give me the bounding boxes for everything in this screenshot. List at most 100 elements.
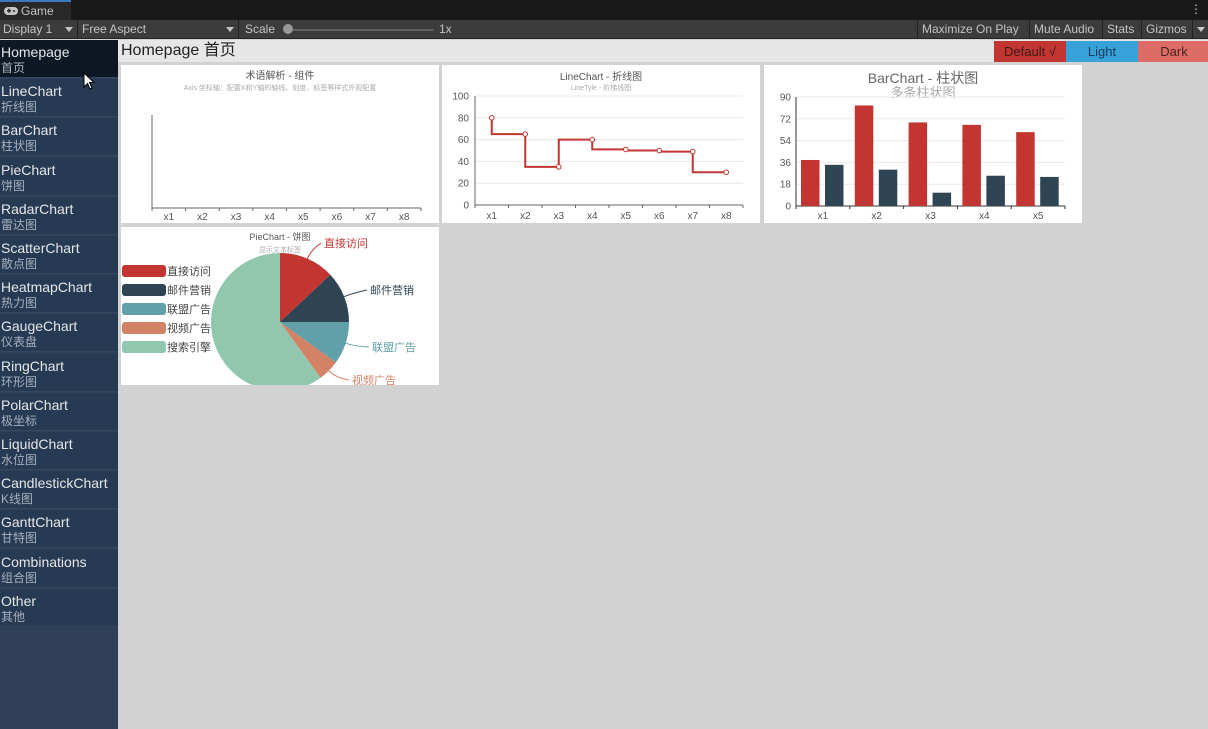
sidebar-item-sublabel: 饼图 xyxy=(1,178,26,193)
sidebar-item-polarchart[interactable]: PolarChart 极坐标 xyxy=(0,392,118,431)
svg-text:x6: x6 xyxy=(332,212,343,223)
sidebar-item-ringchart[interactable]: RingChart 环形图 xyxy=(0,353,118,392)
sidebar-nav: Homepage 首页 LineChart 折线图 BarChart 柱状图 PieChar… xyxy=(0,40,118,729)
sidebar-item-label: HeatmapChart xyxy=(1,279,93,296)
scale-slider-track[interactable] xyxy=(288,29,434,31)
sidebar-item-linechart[interactable]: LineChart 折线图 xyxy=(0,79,118,118)
sidebar-item-sublabel: 甘特图 xyxy=(1,531,38,546)
sidebar-item-candlestickchart[interactable]: CandlestickChart K线图 xyxy=(0,471,118,510)
gizmos-dropdown[interactable] xyxy=(1192,20,1208,39)
sidebar-item-sublabel: 环形图 xyxy=(1,374,38,389)
svg-text:x3: x3 xyxy=(553,211,564,222)
sidebar-item-barchart[interactable]: BarChart 柱状图 xyxy=(0,118,118,157)
sidebar-item-label: RadarChart xyxy=(1,200,74,217)
aspect-label: Free Aspect xyxy=(82,22,147,36)
display-label: Display 1 xyxy=(3,22,53,36)
tab-game-label: Game xyxy=(21,4,54,18)
sidebar-item-sublabel: K线图 xyxy=(1,492,34,507)
pie-chart-card[interactable]: PieChart - 饼图 显示文本标签 直接访问 邮件营销 联盟广告 视频广告 直接访… xyxy=(121,227,439,385)
sidebar-item-label: GanttChart xyxy=(1,514,70,531)
svg-text:x1: x1 xyxy=(164,212,175,223)
scale-value: 1x xyxy=(439,22,452,36)
sidebar-item-ganttchart[interactable]: GanttChart 甘特图 xyxy=(0,510,118,549)
svg-text:90: 90 xyxy=(780,93,792,104)
bar-chart-card[interactable]: BarChart - 柱状图 多条柱状图 0 18 36 54 72 90 x1 x2 x3 x4… xyxy=(764,65,1082,223)
gizmos-toggle[interactable]: Gizmos xyxy=(1141,20,1191,39)
sidebar-item-other[interactable]: Other 其他 xyxy=(0,588,118,627)
card-title: LineChart - 折线图 xyxy=(559,72,643,83)
sidebar-item-label: PolarChart xyxy=(1,396,68,413)
sidebar-item-sublabel: 热力图 xyxy=(1,296,38,311)
svg-text:直接访问: 直接访问 xyxy=(324,236,368,250)
sidebar-item-combinations[interactable]: Combinations 组合图 xyxy=(0,549,118,588)
gamepad-icon xyxy=(4,7,18,15)
sidebar-item-heatmapchart[interactable]: HeatmapChart 热力图 xyxy=(0,275,118,314)
mute-audio-toggle[interactable]: Mute Audio xyxy=(1029,20,1098,39)
stats-toggle[interactable]: Stats xyxy=(1102,20,1138,39)
svg-text:40: 40 xyxy=(458,157,470,168)
axis-chart-card[interactable]: 术语解析 - 组件 Axis 坐标轴：配置X和Y轴的轴线、刻度、标签等样式外观配… xyxy=(121,65,439,223)
svg-text:视频广告: 视频广告 xyxy=(167,321,211,335)
sidebar-item-sublabel: 雷达图 xyxy=(1,217,38,232)
svg-text:x1: x1 xyxy=(818,211,829,222)
sidebar-item-sublabel: 折线图 xyxy=(1,100,38,115)
svg-text:x3: x3 xyxy=(925,211,936,222)
svg-text:x5: x5 xyxy=(298,212,309,223)
page-title: Homepage 首页 xyxy=(121,42,236,59)
svg-text:x1: x1 xyxy=(486,211,497,222)
card-title: BarChart - 柱状图 xyxy=(867,70,979,86)
svg-text:视频广告: 视频广告 xyxy=(352,373,396,385)
bar-chart-plot: 0 18 36 54 72 90 x1 x2 x3 x4 x5 xyxy=(780,93,1066,222)
card-subtitle: Axis 坐标轴：配置X和Y轴的轴线、刻度、标签等样式外观配置 xyxy=(183,85,377,92)
sidebar-item-radarchart[interactable]: RadarChart 雷达图 xyxy=(0,196,118,235)
svg-text:x8: x8 xyxy=(721,211,732,222)
tab-game[interactable]: Game xyxy=(0,0,71,20)
svg-text:x2: x2 xyxy=(197,212,208,223)
sidebar-item-label: CandlestickChart xyxy=(1,475,108,492)
line-chart-card[interactable]: LineChart - 折线图 LineTyle - 阶梯线图 0 20 40 60 8… xyxy=(442,65,760,223)
sidebar-item-sublabel: 首页 xyxy=(1,61,26,75)
axis-chart-plot: x1 x2 x3 x4 x5 x6 x7 x8 xyxy=(151,115,422,223)
page-header: Homepage 首页 Default √ Light Dark xyxy=(118,40,1208,62)
scale-slider-thumb[interactable] xyxy=(283,24,293,34)
svg-text:联盟广告: 联盟广告 xyxy=(167,303,211,316)
sidebar-item-homepage[interactable]: Homepage 首页 xyxy=(0,40,118,78)
sidebar-item-sublabel: 水位图 xyxy=(1,453,38,467)
svg-text:x2: x2 xyxy=(520,211,531,222)
svg-text:36: 36 xyxy=(780,158,792,169)
svg-text:x5: x5 xyxy=(1033,211,1044,222)
more-options-icon[interactable]: ⋮ xyxy=(1190,2,1202,16)
sidebar-item-label: Combinations xyxy=(1,553,87,570)
sidebar-item-sublabel: 其他 xyxy=(1,609,26,624)
sidebar-item-sublabel: 极坐标 xyxy=(1,413,38,428)
sidebar-item-label: BarChart xyxy=(1,122,58,139)
scale-label: Scale xyxy=(245,22,276,36)
sidebar-item-label: LineChart xyxy=(1,83,62,100)
sidebar-item-label: LiquidChart xyxy=(1,436,73,452)
sidebar-item-sublabel: 仪表盘 xyxy=(1,335,38,350)
svg-text:联盟广告: 联盟广告 xyxy=(372,341,416,354)
svg-text:x4: x4 xyxy=(264,212,275,223)
aspect-dropdown[interactable]: Free Aspect xyxy=(79,20,239,39)
svg-text:x4: x4 xyxy=(979,211,990,222)
svg-text:100: 100 xyxy=(452,92,469,103)
sidebar-item-scatterchart[interactable]: ScatterChart 散点图 xyxy=(0,236,118,274)
display-dropdown[interactable]: Display 1 xyxy=(0,20,78,39)
sidebar-item-liquidchart[interactable]: LiquidChart 水位图 xyxy=(0,432,118,470)
svg-text:72: 72 xyxy=(780,114,792,125)
maximize-on-play-toggle[interactable]: Maximize On Play xyxy=(917,20,1023,39)
svg-text:搜索引擎: 搜索引擎 xyxy=(167,340,211,354)
card-title: PieChart - 饼图 xyxy=(249,232,311,242)
chevron-down-icon xyxy=(1197,27,1205,32)
card-title: 术语解析 - 组件 xyxy=(245,71,315,82)
line-chart-plot: 0 20 40 60 80 100 x1 x2 x3 x4 x5 x6 x7 x8 xyxy=(452,92,744,222)
theme-light-button[interactable]: Light xyxy=(1066,41,1138,62)
sidebar-item-label: Homepage xyxy=(1,44,70,60)
sidebar-item-label: ScatterChart xyxy=(1,240,80,256)
theme-dark-button[interactable]: Dark xyxy=(1138,41,1208,62)
sidebar-item-sublabel: 散点图 xyxy=(1,257,38,271)
theme-default-button[interactable]: Default √ xyxy=(994,41,1066,62)
sidebar-item-piechart[interactable]: PieChart 饼图 xyxy=(0,157,118,196)
sidebar-item-gaugechart[interactable]: GaugeChart 仪表盘 xyxy=(0,314,118,353)
chevron-down-icon xyxy=(226,27,234,32)
